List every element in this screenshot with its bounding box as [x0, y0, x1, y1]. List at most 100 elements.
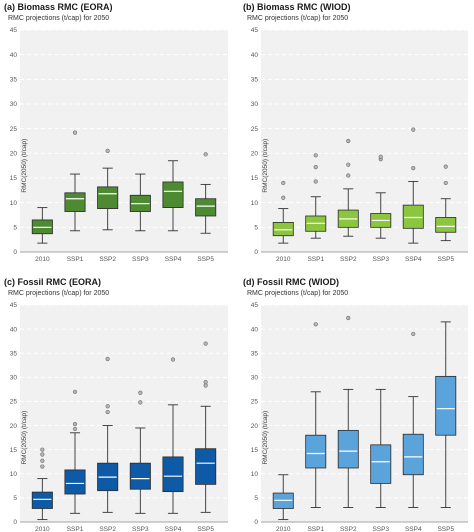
- outlier-point: [203, 383, 208, 388]
- y-tick-label: 25: [10, 126, 18, 133]
- y-tick-label: 30: [251, 101, 259, 108]
- box-2010: [31, 447, 53, 521]
- box-ssp3: [129, 390, 151, 514]
- x-tick-label: SSP2: [99, 526, 116, 532]
- panel-title: (d) Fossil RMC (WIOD): [243, 277, 339, 287]
- box-body: [64, 192, 86, 212]
- y-tick-label: 35: [10, 77, 18, 84]
- box-body: [402, 433, 424, 476]
- x-tick-label: SSP3: [372, 526, 389, 532]
- x-tick-label: 2010: [35, 256, 50, 263]
- outlier-point: [411, 166, 416, 171]
- box-body: [195, 198, 217, 217]
- box-ssp1: [305, 322, 327, 508]
- chart-panel-2: (b) Biomass RMC (WIOD) RMC projections (t…: [243, 2, 468, 263]
- box-ssp5: [195, 152, 217, 234]
- box-ssp5: [435, 321, 457, 508]
- x-tick-label: SSP1: [307, 256, 324, 263]
- y-tick-label: 0: [254, 249, 258, 256]
- box-2010: [272, 180, 294, 244]
- outlier-point: [138, 390, 143, 395]
- y-tick-label: 15: [10, 175, 18, 182]
- outlier-point: [443, 164, 448, 169]
- outlier-point: [40, 447, 45, 452]
- x-tick-label: SSP3: [132, 256, 149, 263]
- box-body: [370, 444, 392, 484]
- box-body: [162, 456, 184, 493]
- outlier-point: [313, 153, 318, 158]
- x-tick-label: 2010: [35, 526, 50, 532]
- panel-subtitle: RMC projections (t/cap) for 2050: [247, 290, 348, 297]
- outlier-point: [203, 380, 208, 385]
- y-tick-label: 25: [10, 399, 18, 406]
- y-tick-label: 10: [251, 471, 259, 478]
- y-tick-label: 20: [251, 151, 259, 158]
- y-tick-label: 25: [251, 126, 259, 133]
- plot-background: [261, 30, 468, 252]
- y-tick-label: 0: [254, 519, 258, 526]
- x-tick-label: SSP5: [197, 256, 214, 263]
- box-body: [402, 204, 424, 229]
- box-body: [435, 375, 457, 436]
- box-ssp3: [370, 388, 392, 508]
- y-tick-label: 30: [10, 375, 18, 382]
- outlier-point: [313, 179, 318, 184]
- y-axis-label: RMC(2050) (t/cap): [262, 139, 269, 193]
- box-ssp4: [162, 160, 184, 232]
- y-tick-label: 35: [10, 350, 18, 357]
- x-tick-label: SSP3: [372, 256, 389, 263]
- box-body: [162, 181, 184, 209]
- y-tick-label: 35: [251, 350, 259, 357]
- box-body: [272, 221, 294, 237]
- box-body: [435, 217, 457, 233]
- box-2010: [31, 207, 53, 244]
- y-axis-label: RMC(2050) (t/cap): [21, 139, 28, 193]
- box-body: [305, 434, 327, 469]
- outlier-point: [105, 148, 110, 153]
- x-tick-label: SSP1: [307, 526, 324, 532]
- x-tick-label: SSP5: [437, 526, 454, 532]
- box-ssp3: [370, 154, 392, 239]
- y-tick-label: 0: [13, 519, 17, 526]
- plot-background: [20, 305, 228, 522]
- outlier-point: [411, 127, 416, 132]
- box-ssp5: [435, 164, 457, 242]
- y-tick-label: 15: [10, 447, 18, 454]
- y-tick-label: 45: [251, 302, 259, 309]
- box-ssp4: [402, 127, 424, 244]
- outlier-point: [105, 356, 110, 362]
- outlier-point: [72, 389, 78, 394]
- outlier-point: [203, 341, 208, 346]
- outlier-point: [72, 426, 78, 432]
- y-tick-label: 40: [251, 52, 259, 59]
- x-tick-label: SSP4: [165, 256, 182, 263]
- x-tick-label: SSP4: [165, 526, 182, 532]
- x-tick-label: SSP4: [405, 256, 422, 263]
- y-tick-label: 40: [251, 326, 259, 333]
- panel-subtitle: RMC projections (t/cap) for 2050: [8, 15, 109, 22]
- box-body: [31, 491, 53, 509]
- box-ssp5: [195, 341, 217, 513]
- y-tick-label: 20: [10, 423, 18, 430]
- outlier-point: [443, 180, 448, 186]
- y-tick-label: 35: [251, 77, 259, 84]
- outlier-point: [346, 138, 351, 144]
- outlier-point: [378, 154, 383, 159]
- x-tick-label: SSP2: [340, 256, 357, 263]
- box-ssp2: [337, 315, 359, 508]
- y-axis-label: RMC(2050) (t/cap): [21, 411, 28, 465]
- y-tick-label: 15: [251, 447, 259, 454]
- panel-subtitle: RMC projections (t/cap) for 2050: [8, 290, 109, 297]
- box-ssp2: [337, 138, 359, 237]
- y-tick-label: 20: [10, 151, 18, 158]
- chart-panel-1: (a) Biomass RMC (EORA) RMC projections (t…: [4, 2, 228, 263]
- outlier-point: [346, 315, 351, 321]
- panel-title: (a) Biomass RMC (EORA): [4, 2, 113, 12]
- box-ssp4: [162, 357, 184, 514]
- y-tick-label: 10: [10, 200, 18, 207]
- x-tick-label: SSP2: [340, 526, 357, 532]
- x-tick-label: SSP1: [67, 256, 84, 263]
- outlier-point: [40, 452, 45, 457]
- y-tick-label: 40: [10, 52, 18, 59]
